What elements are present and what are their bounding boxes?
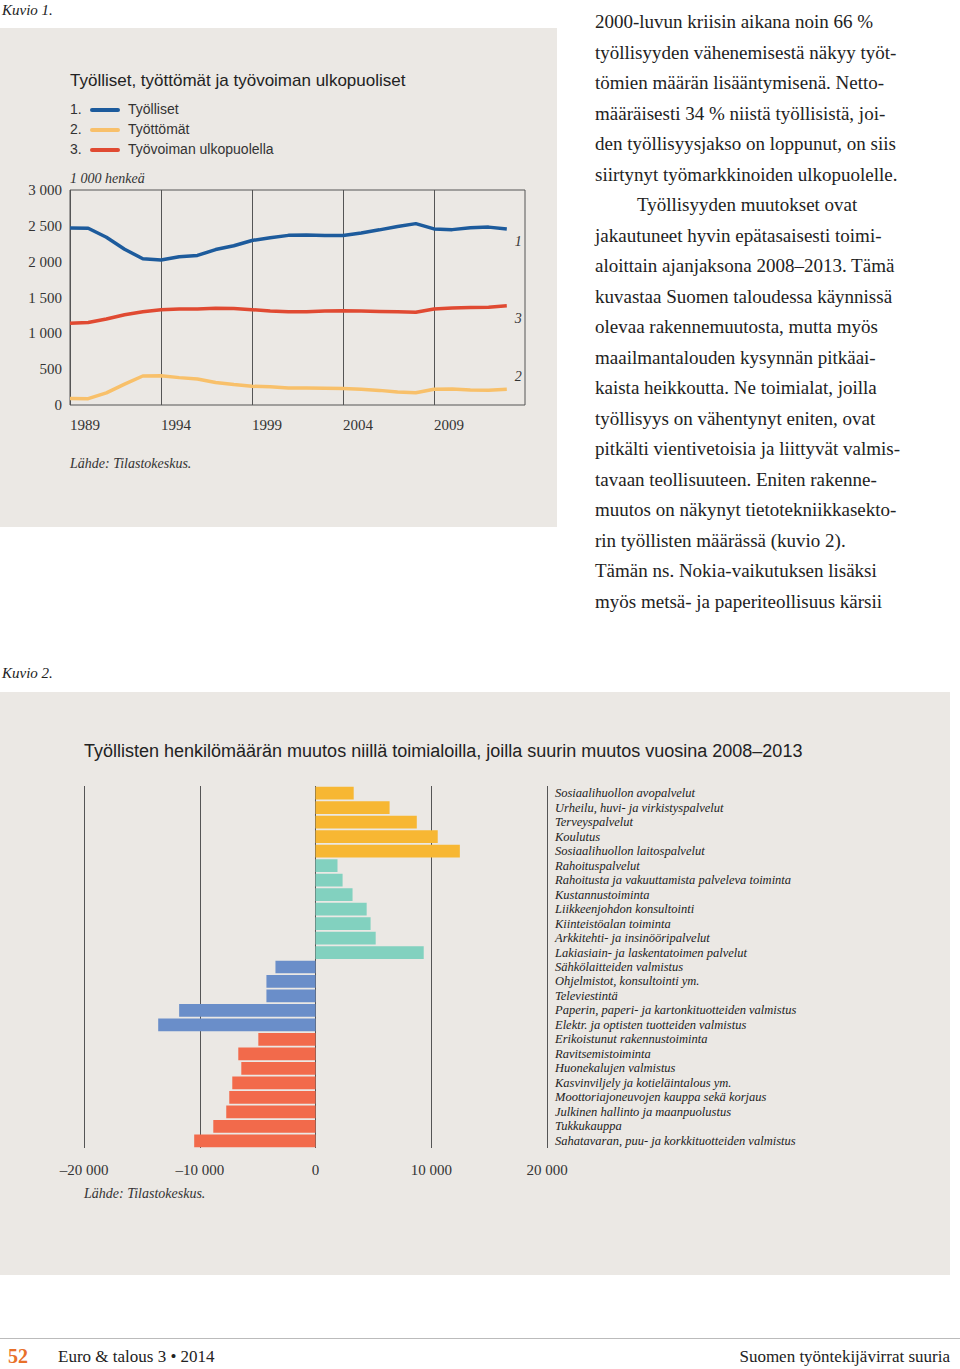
html-text:2.: 2.: [70, 121, 82, 137]
svg-text:Kiinteistöalan toiminta: Kiinteistöalan toiminta: [554, 917, 671, 931]
svg-text:Huonekalujen valmistus: Huonekalujen valmistus: [554, 1061, 676, 1075]
svg-text:2 000: 2 000: [28, 254, 62, 270]
html-text:työllisyyden vähenemisestä näk: työllisyyden vähenemisestä näkyy työt-: [595, 41, 897, 63]
html-text:Työllisyyden muutokset ovat: Työllisyyden muutokset ovat: [637, 194, 858, 215]
html-text:maailmantalouden kysynnän pitk: maailmantalouden kysynnän pitkäai-: [595, 346, 876, 368]
svg-text:0: 0: [55, 397, 63, 413]
html-text:Työllisten henkilömäärän muuto: Työllisten henkilömäärän muutos niillä t…: [84, 741, 803, 761]
html-text:tömien määrän lisääntymisenä.: tömien määrän lisääntymisenä. Netto-: [595, 72, 885, 93]
html-text:Suomen työntekijävirrat suuria: Suomen työntekijävirrat suuria: [739, 1347, 950, 1366]
svg-text:1989: 1989: [70, 417, 100, 433]
svg-text:Koulutus: Koulutus: [554, 830, 600, 844]
svg-text:20 000: 20 000: [526, 1162, 567, 1178]
html-text:1.: 1.: [70, 101, 82, 117]
svg-text:Elektr. ja optisten tuotteiden: Elektr. ja optisten tuotteiden valmistus: [554, 1018, 746, 1032]
svg-text:Televiestintä: Televiestintä: [555, 989, 618, 1003]
svg-text:3: 3: [514, 311, 522, 326]
svg-text:Lakiasiain- ja laskentatoimen: Lakiasiain- ja laskentatoimen palvelut: [554, 946, 748, 960]
html-text:määräisesti 34 % niistä työlli: määräisesti 34 % niistä työllisistä, joi…: [595, 102, 886, 124]
html-text:aloittain ajanjaksona 2008–201: aloittain ajanjaksona 2008–2013. Tämä: [595, 255, 895, 276]
html-text:kuvastaa Suomen taloudessa käy: kuvastaa Suomen taloudessa käynnissä: [595, 285, 893, 307]
svg-text:1: 1: [515, 234, 522, 249]
svg-text:Tukkukauppa: Tukkukauppa: [555, 1119, 622, 1133]
svg-text:1 000: 1 000: [28, 325, 62, 341]
svg-text:Sähkölaitteiden valmistus: Sähkölaitteiden valmistus: [555, 960, 683, 974]
html-text:Euro & talous 3 • 2014: Euro & talous 3 • 2014: [58, 1347, 215, 1366]
html-text:Kuvio 1.: Kuvio 1.: [2, 2, 53, 18]
svg-text:Paperin, paperi- ja kartonkitu: Paperin, paperi- ja kartonkituotteiden v…: [554, 1003, 796, 1017]
svg-text:Arkkitehti- ja insinööripalvel: Arkkitehti- ja insinööripalvelut: [554, 931, 710, 945]
svg-text:Rahoitusta ja vakuuttamista pa: Rahoitusta ja vakuuttamista palveleva to…: [554, 873, 791, 887]
svg-text:1994: 1994: [161, 417, 192, 433]
svg-text:2004: 2004: [343, 417, 374, 433]
svg-text:Urheilu, huvi- ja virkistyspal: Urheilu, huvi- ja virkistyspalvelut: [555, 801, 724, 815]
html-text:Kuvio 2.: Kuvio 2.: [2, 665, 53, 681]
svg-text:Rahoituspalvelut: Rahoituspalvelut: [554, 859, 640, 873]
html-text:den työllisyysjakso on loppunu: den työllisyysjakso on loppunut, on siis: [595, 133, 896, 154]
svg-text:Sosiaalihuollon avopalvelut: Sosiaalihuollon avopalvelut: [555, 786, 695, 800]
svg-text:1 500: 1 500: [28, 290, 62, 306]
html-text:tavaan teollisuuteen. Eniten r: tavaan teollisuuteen. Eniten rakenne-: [595, 468, 877, 490]
html-text:jakautuneet hyvin epätasaisest: jakautuneet hyvin epätasaisesti toimi-: [595, 224, 882, 246]
html-text:pitkälti vientivetoisia ja lii: pitkälti vientivetoisia ja liittyvät val…: [595, 438, 900, 459]
svg-text:Julkinen hallinto ja maanpuolu: Julkinen hallinto ja maanpuolustus: [555, 1105, 731, 1119]
svg-text:Sahatavaran, puu- ja korkkituo: Sahatavaran, puu- ja korkkituotteiden va…: [555, 1134, 796, 1148]
html-text:kaista heikkoutta. Ne toimiala: kaista heikkoutta. Ne toimialat, joilla: [595, 377, 877, 398]
html-text:Tämän ns. Nokia-vaikutuksen li: Tämän ns. Nokia-vaikutuksen lisäksi: [595, 560, 877, 581]
svg-text:Erikoistunut rakennustoiminta: Erikoistunut rakennustoiminta: [554, 1032, 707, 1046]
svg-text:Ohjelmistot, konsultointi ym.: Ohjelmistot, konsultointi ym.: [555, 974, 699, 988]
html-text:2000-luvun kriisin aikana noin: 2000-luvun kriisin aikana noin 66 %: [595, 11, 874, 32]
svg-text:Kasvinviljely ja kotieläintalo: Kasvinviljely ja kotieläintalous ym.: [554, 1076, 731, 1090]
html-text:3.: 3.: [70, 141, 82, 157]
html-text:muutos on näkynyt tietotekniik: muutos on näkynyt tietotekniikkasekto-: [595, 499, 897, 520]
svg-text:–10 000: –10 000: [174, 1162, 224, 1178]
html-text:siirtynyt työmarkkinoiden ulko: siirtynyt työmarkkinoiden ulkopuolelle.: [595, 163, 898, 185]
svg-text:Sosiaalihuollon laitospalvelut: Sosiaalihuollon laitospalvelut: [555, 844, 705, 858]
svg-text:10 000: 10 000: [411, 1162, 452, 1178]
svg-text:–20 000: –20 000: [59, 1162, 109, 1178]
svg-text:0: 0: [312, 1162, 320, 1178]
html-text:myös metsä- ja paperiteollisuu: myös metsä- ja paperiteollisuus kärsii: [595, 590, 883, 612]
svg-text:500: 500: [40, 361, 63, 377]
html-text:Työvoiman ulkopuolella: Työvoiman ulkopuolella: [128, 141, 274, 157]
html-text:rin työllisten määrässä (kuvio: rin työllisten määrässä (kuvio 2).: [595, 529, 846, 551]
svg-text:2009: 2009: [434, 417, 464, 433]
html-text:Lähde: Tilastokeskus.: Lähde: Tilastokeskus.: [70, 456, 192, 471]
html-text:Työlliset: Työlliset: [128, 101, 179, 117]
html-text:1 000 henkeä: 1 000 henkeä: [70, 171, 145, 186]
svg-text:Ravitsemistoiminta: Ravitsemistoiminta: [554, 1047, 651, 1061]
svg-text:Liikkeenjohdon konsultointi: Liikkeenjohdon konsultointi: [554, 902, 695, 916]
html-text:työllisyys on vähentynyt enite: työllisyys on vähentynyt eniten, ovat: [595, 407, 876, 429]
svg-text:1999: 1999: [252, 417, 282, 433]
html-text:olevaa rakennemuutosta, mutta: olevaa rakennemuutosta, mutta myös: [595, 316, 878, 337]
svg-text:Moottoriajoneuvojen kauppa sek: Moottoriajoneuvojen kauppa sekä korjaus: [554, 1090, 767, 1104]
svg-text:2 500: 2 500: [28, 218, 62, 234]
svg-text:2: 2: [515, 369, 522, 384]
svg-text:3 000: 3 000: [28, 182, 62, 198]
html-text:52: 52: [8, 1345, 28, 1367]
svg-text:Terveyspalvelut: Terveyspalvelut: [555, 815, 634, 829]
html-text:Työttömät: Työttömät: [128, 121, 190, 137]
svg-text:Kustannustoiminta: Kustannustoiminta: [554, 888, 649, 902]
html-text:Työlliset, työttömät ja työvoi: Työlliset, työttömät ja työvoiman ulkopu…: [70, 71, 406, 90]
html-text:Lähde: Tilastokeskus.: Lähde: Tilastokeskus.: [84, 1186, 206, 1201]
